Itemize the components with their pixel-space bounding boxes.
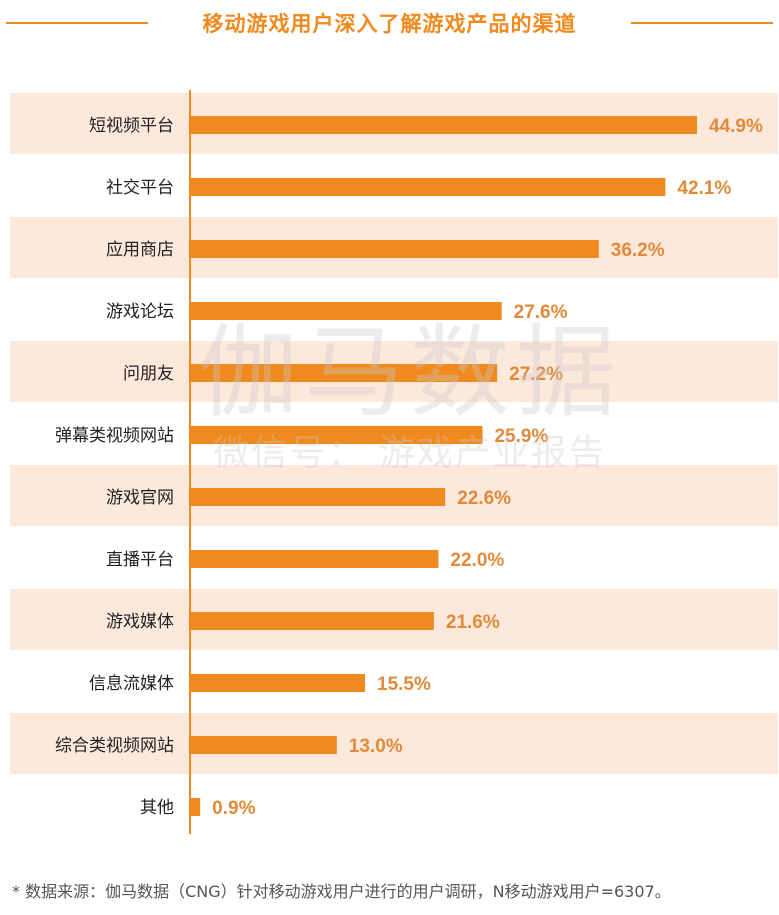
- value-label: 25.9%: [494, 426, 548, 447]
- category-label: 游戏论坛: [106, 302, 174, 322]
- bar: [191, 240, 599, 258]
- bar-chart: 短视频平台 44.9% 社交平台 42.1% 应用商店 36.2% 游戏论坛 27.6% 问朋友…: [10, 90, 778, 834]
- chart-header: 移动游戏用户深入了解游戏产品的渠道: [0, 0, 779, 46]
- category-label: 社交平台: [106, 178, 174, 198]
- value-label: 22.6%: [457, 488, 511, 509]
- value-label: 21.6%: [446, 612, 500, 633]
- category-label: 综合类视频网站: [55, 736, 174, 756]
- category-label: 应用商店: [106, 240, 174, 260]
- category-label: 问朋友: [123, 364, 174, 384]
- title-rule-right: [631, 22, 773, 24]
- bar: [191, 798, 201, 816]
- value-label: 27.2%: [509, 364, 563, 385]
- source-note: * 数据来源：伽马数据（CNG）针对移动游戏用户进行的用户调研，N移动游戏用户=…: [12, 882, 671, 901]
- value-label: 22.0%: [450, 550, 504, 571]
- bar: [191, 550, 439, 568]
- bar: [191, 674, 366, 692]
- category-label: 弹幕类视频网站: [55, 426, 174, 446]
- bar: [191, 116, 697, 134]
- bar: [191, 488, 446, 506]
- value-label: 0.9%: [212, 798, 255, 819]
- value-label: 44.9%: [709, 116, 763, 137]
- value-label: 13.0%: [349, 736, 403, 757]
- value-label: 27.6%: [514, 302, 568, 323]
- category-label: 信息流媒体: [89, 674, 174, 694]
- category-label: 游戏媒体: [106, 612, 174, 632]
- category-label: 其他: [140, 798, 174, 818]
- row-band: [10, 713, 778, 774]
- bar: [191, 302, 502, 320]
- value-label: 15.5%: [377, 674, 431, 695]
- bar: [191, 612, 434, 630]
- category-label: 游戏官网: [106, 488, 174, 508]
- bar: [191, 426, 483, 444]
- category-label: 直播平台: [106, 550, 174, 570]
- bar: [191, 178, 666, 196]
- title-rule-left: [6, 22, 148, 24]
- bar: [191, 364, 498, 382]
- value-label: 42.1%: [677, 178, 731, 199]
- value-label: 36.2%: [611, 240, 665, 261]
- category-label: 短视频平台: [89, 116, 174, 136]
- chart-title: 移动游戏用户深入了解游戏产品的渠道: [202, 12, 577, 36]
- bar: [191, 736, 337, 754]
